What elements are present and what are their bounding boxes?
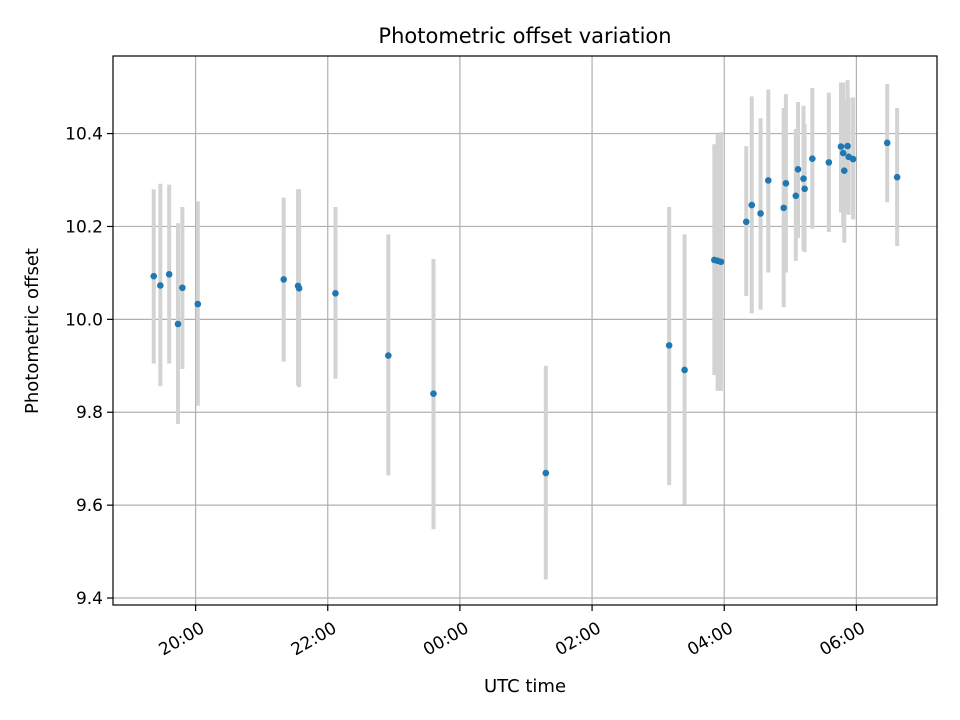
data-point: [800, 175, 807, 182]
data-point: [194, 300, 202, 308]
data-point: [157, 282, 164, 289]
data-point: [780, 204, 787, 212]
data-point: [179, 284, 186, 292]
data-point: [840, 167, 848, 175]
data-point: [681, 366, 688, 374]
data-point: [280, 276, 288, 283]
y-tick-label: 9.6: [76, 496, 103, 516]
data-point: [883, 139, 891, 147]
y-tick-label: 9.4: [76, 589, 103, 609]
data-point: [150, 272, 158, 280]
data-point: [792, 192, 800, 200]
y-tick-label: 10.2: [65, 217, 103, 237]
data-points: [150, 139, 901, 477]
data-point: [844, 142, 851, 150]
data-point: [837, 143, 845, 150]
data-point: [165, 270, 173, 278]
x-axis-label: UTC time: [484, 676, 566, 697]
y-tick-label: 10.0: [65, 310, 103, 330]
data-point: [764, 177, 772, 184]
y-axis-ticks: 9.4 9.6 9.8 10.0 10.2 10.4: [65, 125, 113, 609]
data-point: [825, 159, 833, 166]
y-axis-label: Photometric offset: [22, 248, 43, 414]
data-point: [665, 342, 673, 349]
data-point: [748, 201, 756, 209]
data-point: [782, 179, 790, 187]
data-point: [757, 210, 764, 217]
data-point: [801, 185, 808, 193]
data-point: [849, 155, 857, 163]
data-point: [542, 469, 550, 477]
plot-frame: [112, 55, 938, 606]
data-point: [809, 155, 816, 162]
data-point: [385, 352, 392, 359]
chart-title: Photometric offset variation: [378, 24, 671, 48]
data-point: [717, 258, 725, 266]
data-point: [742, 218, 750, 226]
data-point: [295, 284, 303, 292]
y-tick-label: 10.4: [65, 125, 103, 145]
grid: [113, 56, 937, 605]
data-point: [174, 320, 182, 328]
data-point: [794, 166, 802, 173]
y-tick-label: 9.8: [76, 403, 103, 423]
data-point: [332, 290, 339, 297]
data-point: [839, 149, 847, 157]
data-point: [430, 390, 437, 397]
data-point: [893, 173, 901, 181]
